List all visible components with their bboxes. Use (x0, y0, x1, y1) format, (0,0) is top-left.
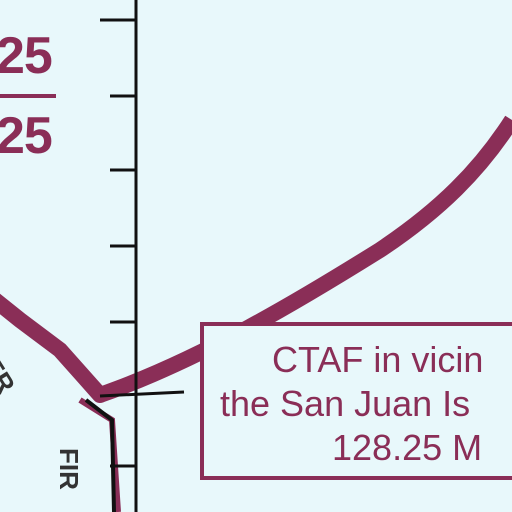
fir-boundary-branch (99, 390, 185, 398)
ctaf-notice-line-1: CTAF in vicin (272, 339, 484, 380)
frequency-numerator: 25 (0, 27, 53, 85)
ctaf-notice-line-2: the San Juan Is (220, 383, 471, 424)
frequency-divider (0, 94, 56, 98)
ctaf-notice-box: CTAF in vicin the San Juan Is 128.25 M (200, 322, 512, 480)
meridian-ticks (100, 18, 136, 468)
fir-label: FIR (54, 448, 84, 490)
airspace-boundary-curve (97, 115, 512, 403)
frequency-denominator: 25 (0, 107, 53, 165)
airspace-boundary-left (0, 293, 108, 403)
fir-boundary-line (84, 398, 116, 512)
ctaf-notice-line-3: 128.25 M (332, 427, 483, 468)
